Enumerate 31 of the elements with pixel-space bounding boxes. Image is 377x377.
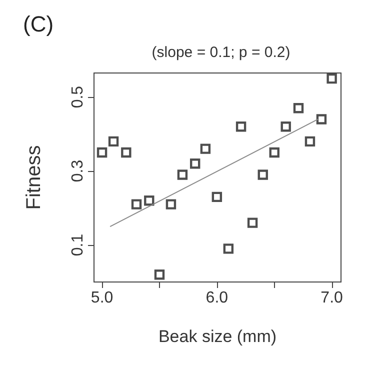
y-tick-label: 0.3 (70, 160, 86, 182)
point (236, 122, 246, 132)
point (280, 122, 291, 132)
point (190, 158, 200, 169)
point (108, 136, 119, 147)
point (316, 114, 327, 124)
point (96, 147, 108, 158)
point (121, 147, 132, 158)
chart-subtitle: (slope = 0.1; p = 0.2) (152, 44, 290, 61)
x-axis-title: Beak size (mm) (158, 327, 277, 346)
point (304, 136, 316, 147)
x-tick-label: 5.0 (90, 290, 114, 306)
point (144, 196, 154, 206)
point (269, 147, 280, 158)
x-tick-label: 6.0 (206, 290, 228, 306)
point (200, 144, 211, 154)
point (131, 199, 142, 210)
y-tick-label: 0.5 (70, 86, 86, 108)
point (293, 103, 304, 114)
chart-title: (C) (23, 12, 54, 36)
point (247, 218, 258, 228)
point (166, 199, 176, 210)
x-tick-label: 7.0 (320, 290, 344, 306)
y-axis-title: Fitness (23, 145, 45, 210)
point (154, 270, 165, 280)
y-tick-label: 0.1 (70, 234, 86, 256)
point (258, 170, 268, 180)
point (326, 73, 337, 84)
point (177, 170, 188, 180)
point (212, 192, 222, 202)
point (223, 244, 234, 254)
